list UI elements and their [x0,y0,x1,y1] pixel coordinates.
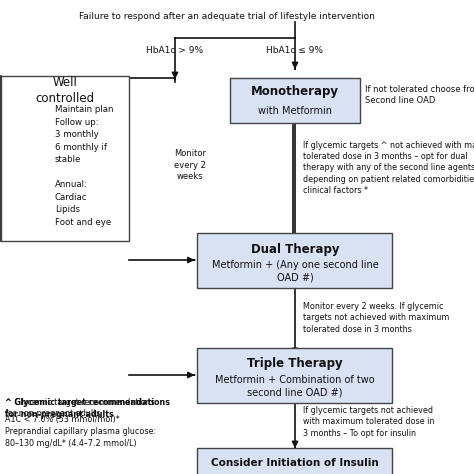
Text: A1C < 7.0% (53 mmol/mol)*
Preprandial capillary plasma glucose:
80–130 mg/dL* (4: A1C < 7.0% (53 mmol/mol)* Preprandial ca… [5,415,156,447]
Text: Consider Initiation of Insulin: Consider Initiation of Insulin [211,458,379,468]
Text: Monitor
every 2
weeks: Monitor every 2 weeks [174,149,206,181]
Bar [198,448,392,474]
Text: Well
controlled: Well controlled [36,75,94,104]
Text: HbA1c ≤ 9%: HbA1c ≤ 9% [266,46,323,55]
Text: with Metformin: with Metformin [258,106,332,116]
Text: If glycemic targets ^ not achieved with maximum
tolerated dose in 3 months – opt: If glycemic targets ^ not achieved with … [303,141,474,195]
Text: Failure to respond after an adequate trial of lifestyle intervention: Failure to respond after an adequate tri… [79,12,375,21]
Text: HbA1c > 9%: HbA1c > 9% [146,46,203,55]
Bar [230,78,360,122]
Text: If not tolerated choose from
Second line OAD: If not tolerated choose from Second line… [365,85,474,105]
Text: Metformin + Combination of two
second line OAD #): Metformin + Combination of two second li… [215,375,375,397]
Text: Monotherapy: Monotherapy [251,84,339,98]
Text: Triple Therapy: Triple Therapy [247,357,343,371]
Text: Metformin + (Any one second line
OAD #): Metformin + (Any one second line OAD #) [211,260,378,282]
Text: Dual Therapy: Dual Therapy [251,243,339,255]
Bar [1,75,129,240]
Text: If glycemic targets not achieved
with maximum tolerated dose in
3 months – To op: If glycemic targets not achieved with ma… [303,406,434,438]
Text: Monitor every 2 weeks. If glycemic
targets not achieved with maximum
tolerated d: Monitor every 2 weeks. If glycemic targe… [303,302,449,334]
Text: ^ Glycemic target recommendations
for non-pregnant adults: ^ Glycemic target recommendations for no… [5,398,170,419]
Bar [198,233,392,288]
Text: Maintain plan
Follow up:
3 monthly
6 monthly if
stable

Annual:
Cardiac
Lipids
F: Maintain plan Follow up: 3 monthly 6 mon… [55,105,113,227]
Bar [198,347,392,402]
Text: ^ Glycemic target recommendations
for non-pregnant adults: ^ Glycemic target recommendations for no… [5,398,155,418]
